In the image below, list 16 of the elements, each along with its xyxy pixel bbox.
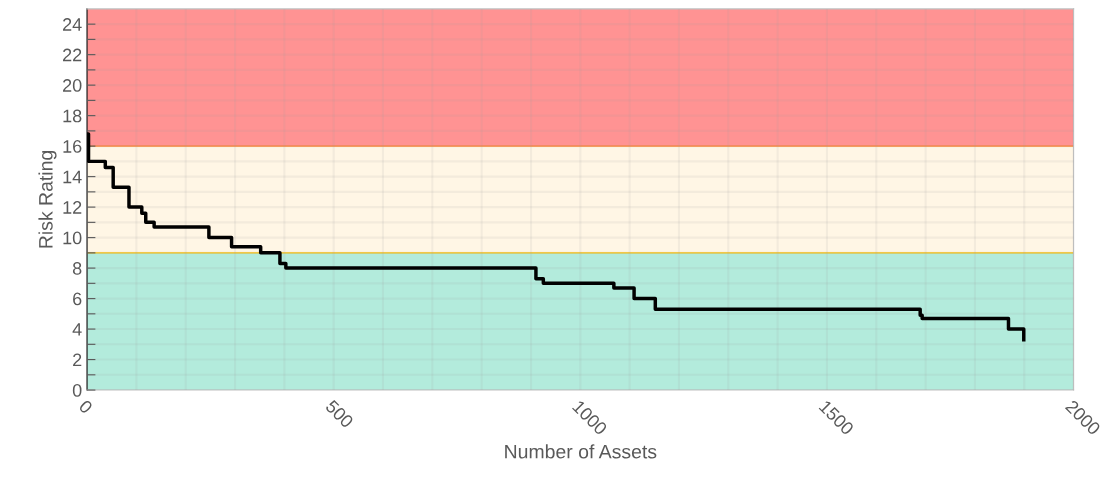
y-tick-label: 4 xyxy=(72,323,82,336)
y-tick-label: 24 xyxy=(63,18,82,31)
y-tick-label: 16 xyxy=(63,140,82,153)
y-tick-label: 22 xyxy=(63,48,82,62)
y-tick-label: 6 xyxy=(73,292,82,306)
y-tick-label: 10 xyxy=(63,231,82,245)
y-tick-label: 8 xyxy=(72,262,82,275)
x-axis-title: Number of Assets xyxy=(505,444,657,459)
y-tick-label: 18 xyxy=(63,109,82,123)
y-tick-label: 20 xyxy=(63,79,82,92)
y-tick-label: 12 xyxy=(63,201,82,214)
y-tick-label: 14 xyxy=(63,170,82,184)
x-tick-label: 500 xyxy=(324,399,355,429)
y-axis-title: Risk Rating xyxy=(38,151,57,248)
y-tick-label: 0 xyxy=(72,383,82,397)
y-tick-label: 2 xyxy=(73,353,82,367)
